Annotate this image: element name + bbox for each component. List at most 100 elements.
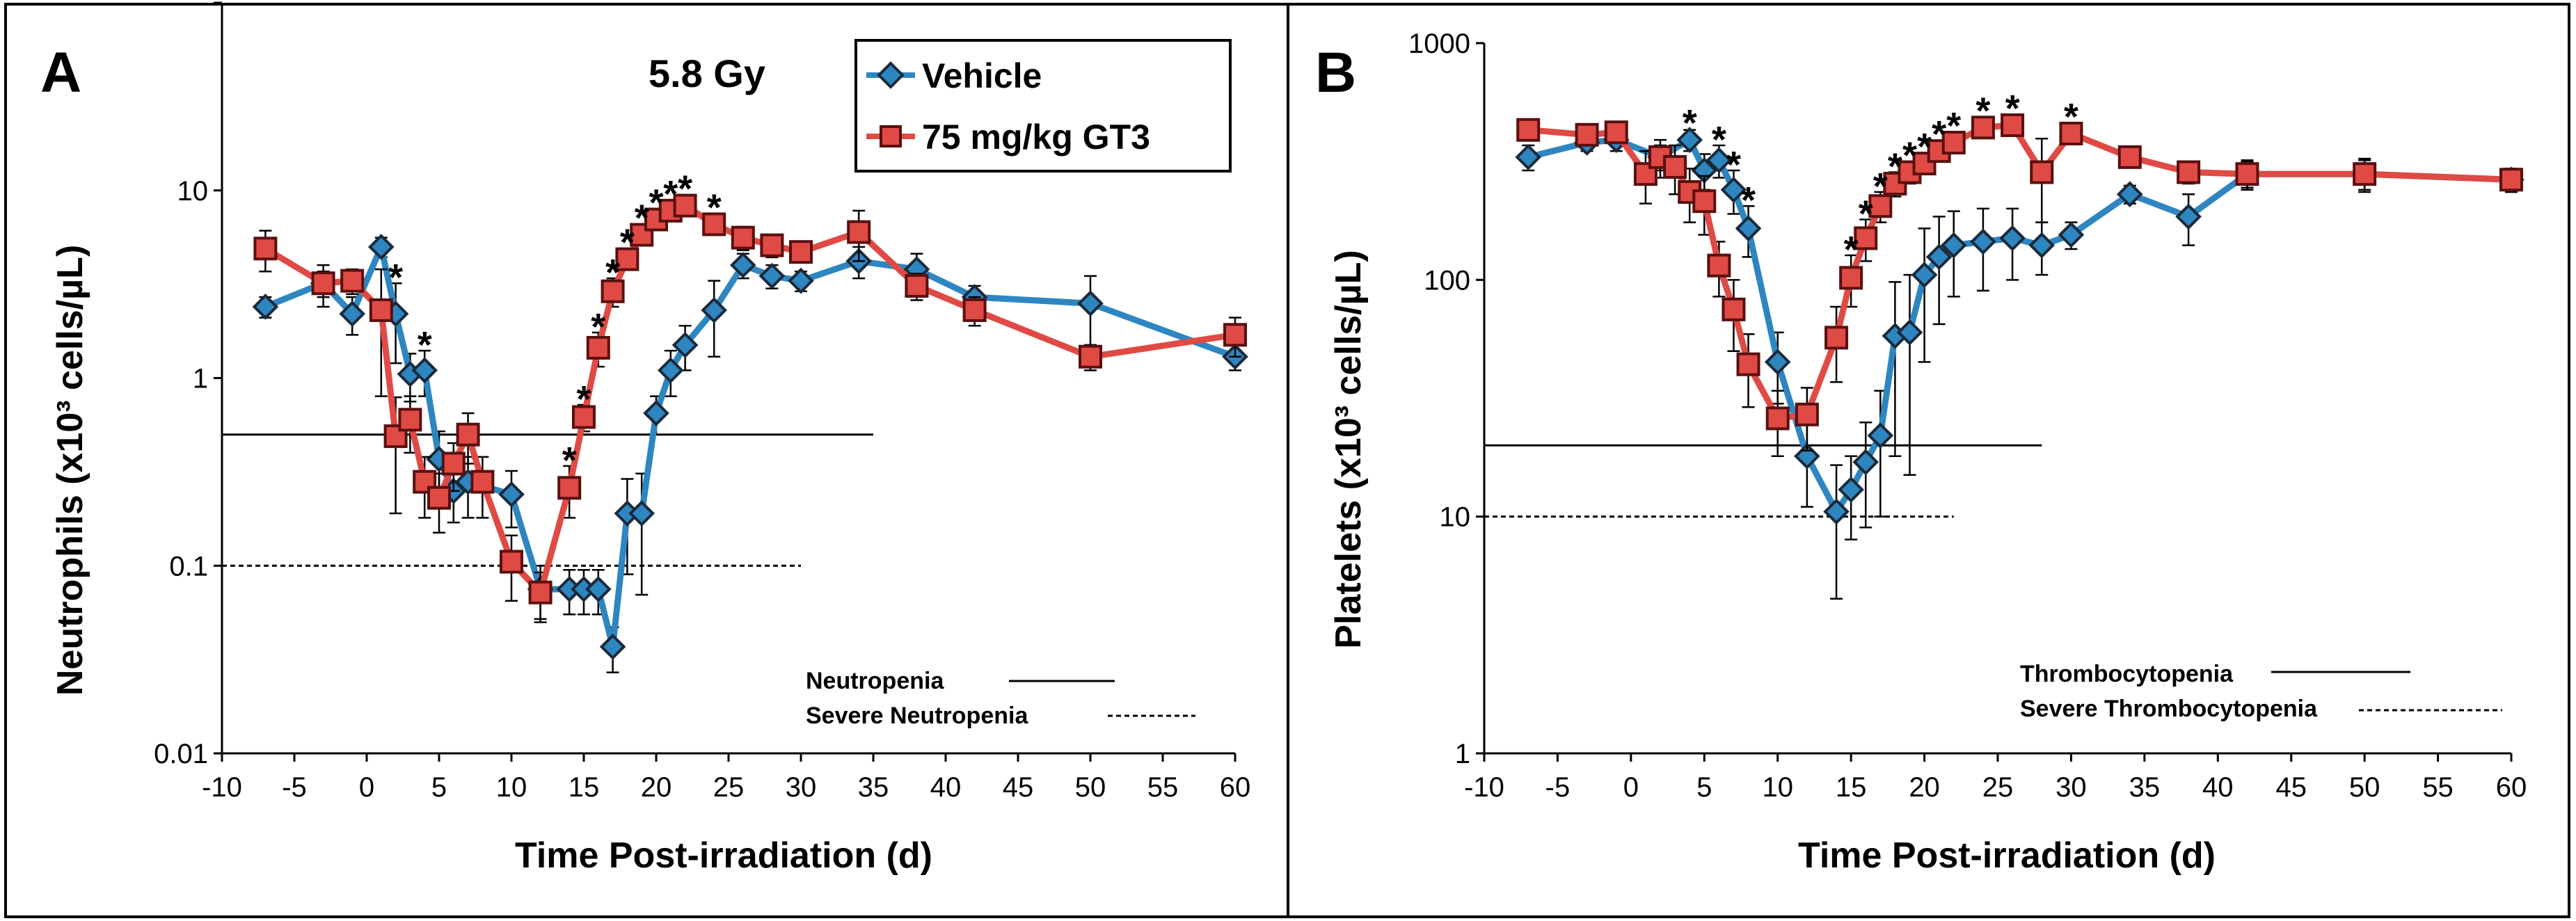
data-point-square <box>456 422 480 447</box>
data-point-square <box>1722 297 1746 321</box>
significance-star: * <box>605 252 620 294</box>
data-point-diamond <box>1706 147 1733 174</box>
data-point-diamond <box>1852 449 1879 476</box>
panel-b-x-axis-title: Time Post-irradiation (d) <box>1798 835 2216 876</box>
data-point-diamond <box>252 294 279 320</box>
key-severe-neutropenia-label: Severe Neutropenia <box>806 703 1028 729</box>
significance-star: * <box>1888 146 1902 188</box>
data-point-square <box>398 408 422 432</box>
series-gt3 <box>253 193 1247 620</box>
data-point-diamond <box>367 234 395 260</box>
data-point-diamond <box>758 262 786 289</box>
significance-star: * <box>1726 144 1741 186</box>
x-tick-label: 35 <box>2129 772 2161 803</box>
data-point-square <box>731 225 755 250</box>
significance-star: * <box>1859 193 1873 234</box>
x-tick-label: 30 <box>2056 772 2087 803</box>
panel-b-y-axis-title: Platelets (x10³ cells/µL) <box>1328 250 1369 648</box>
data-point-square <box>1854 226 1878 250</box>
significance-star: * <box>1932 113 1946 155</box>
data-point-square <box>557 476 582 500</box>
x-tick-label: 45 <box>1003 772 1034 803</box>
panel-b-letter: B <box>1315 41 1356 104</box>
panel-b-line-key: Thrombocytopenia Severe Thrombocytopenia <box>2020 661 2502 722</box>
x-tick-label: 5 <box>1696 772 1712 803</box>
x-tick-label: 0 <box>1623 772 1639 803</box>
data-point-diamond <box>498 481 525 508</box>
data-point-diamond <box>1925 243 1953 271</box>
series-gt3 <box>1516 113 2523 458</box>
significance-star: * <box>2064 96 2078 138</box>
panel-a-line-key: Neutropenia Severe Neutropenia <box>806 668 1195 729</box>
data-point-square <box>528 580 552 604</box>
x-tick-label: 50 <box>1075 772 1106 803</box>
data-point-diamond <box>729 252 756 278</box>
panel-a-x-axis-title: Time Post-irradiation (d) <box>515 835 932 876</box>
data-point-diamond <box>643 400 669 426</box>
x-tick-label: 45 <box>2275 772 2307 803</box>
data-point-square <box>702 212 726 237</box>
data-point-square <box>847 220 871 244</box>
data-point-square <box>500 550 523 574</box>
data-point-diamond <box>599 633 626 660</box>
significance-star: * <box>1902 135 1917 177</box>
x-tick-label: -10 <box>202 772 242 803</box>
data-point-diamond <box>2175 203 2202 230</box>
x-tick-label: 35 <box>858 772 889 803</box>
data-point-diamond <box>339 301 366 327</box>
data-point-diamond <box>1823 498 1850 525</box>
legend-swatch-vehicle-marker <box>877 61 905 89</box>
data-point-diamond <box>2116 181 2143 208</box>
data-point-diamond <box>1940 232 1967 259</box>
x-tick-label: 30 <box>786 772 817 803</box>
data-point-diamond <box>411 357 438 384</box>
x-tick-label: 55 <box>2422 772 2454 803</box>
significance-star: * <box>1712 119 1726 161</box>
x-tick-label: 15 <box>1836 772 1867 803</box>
panel-b-xtick-labels: -10 -5 0 5 10 15 20 25 30 35 40 45 50 55 60 <box>1464 772 2527 803</box>
y-tick-label: 0.1 <box>169 551 208 582</box>
data-point-diamond <box>628 500 655 527</box>
data-point-square <box>1971 115 1995 140</box>
data-point-square <box>1516 118 1541 142</box>
panel-a-xtick-labels: -10 -5 0 5 10 15 20 25 30 35 40 45 50 55 60 <box>202 772 1250 803</box>
data-point-square <box>1604 120 1628 145</box>
y-tick-label: 1 <box>1455 739 1470 769</box>
data-point-diamond <box>657 357 684 384</box>
legend-swatch-gt3-marker <box>880 125 902 147</box>
data-point-square <box>1692 189 1717 214</box>
x-tick-label: 20 <box>641 772 672 803</box>
significance-star: * <box>418 324 432 366</box>
data-point-square <box>572 405 596 429</box>
data-point-square <box>2030 160 2054 184</box>
data-point-square <box>2059 121 2083 145</box>
panel-b: B 1 10 100 1000 -10 -5 0 5 10 15 20 25 30 35 40 45 50 55… <box>1315 29 2527 876</box>
significance-star: * <box>576 378 591 420</box>
legend-label-vehicle: Vehicle <box>922 56 1042 95</box>
legend-label-gt3: 75 mg/kg GT3 <box>922 118 1150 157</box>
panel-b-axes <box>1476 42 2513 762</box>
significance-star: * <box>388 257 403 298</box>
significance-star: * <box>591 306 605 348</box>
significance-star: * <box>1917 126 1932 168</box>
significance-star: * <box>620 222 635 264</box>
panel-a-dose-label: 5.8 Gy <box>649 51 765 95</box>
significance-star: * <box>1946 105 1961 147</box>
x-tick-label: 10 <box>496 772 527 803</box>
data-point-diamond <box>585 576 612 602</box>
significance-star: * <box>707 186 722 228</box>
data-point-diamond <box>1676 127 1703 154</box>
panel-a-legend: Vehicle 75 mg/kg GT3 <box>854 39 1232 173</box>
data-point-square <box>427 486 451 510</box>
x-tick-label: -5 <box>1545 772 1571 803</box>
data-point-square <box>1795 402 1819 426</box>
y-tick-label: 1 <box>193 364 208 394</box>
x-tick-label: 60 <box>2496 772 2527 803</box>
data-point-square <box>1824 326 1849 350</box>
data-point-square <box>673 193 697 218</box>
x-tick-label: 15 <box>569 772 600 803</box>
data-point-square <box>311 271 335 296</box>
legend-box <box>854 39 1232 173</box>
data-point-square <box>1868 194 1893 218</box>
data-point-square <box>1663 154 1687 179</box>
